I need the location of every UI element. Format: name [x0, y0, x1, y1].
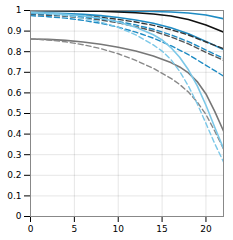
svg-text:0.9: 0.9 [7, 26, 22, 36]
svg-text:0.4: 0.4 [7, 129, 22, 139]
svg-text:10: 10 [113, 224, 125, 234]
svg-text:0.1: 0.1 [7, 191, 21, 201]
svg-text:15: 15 [156, 224, 167, 234]
svg-text:0.8: 0.8 [7, 47, 22, 57]
svg-text:0.2: 0.2 [7, 170, 21, 180]
svg-text:0.3: 0.3 [7, 150, 21, 160]
svg-text:0.5: 0.5 [7, 108, 21, 118]
svg-text:0.7: 0.7 [7, 67, 21, 77]
svg-text:20: 20 [200, 224, 212, 234]
svg-text:0: 0 [16, 211, 22, 221]
svg-text:1: 1 [16, 5, 22, 15]
svg-text:0.6: 0.6 [7, 88, 22, 98]
svg-text:0: 0 [28, 224, 34, 234]
svg-text:5: 5 [71, 224, 77, 234]
